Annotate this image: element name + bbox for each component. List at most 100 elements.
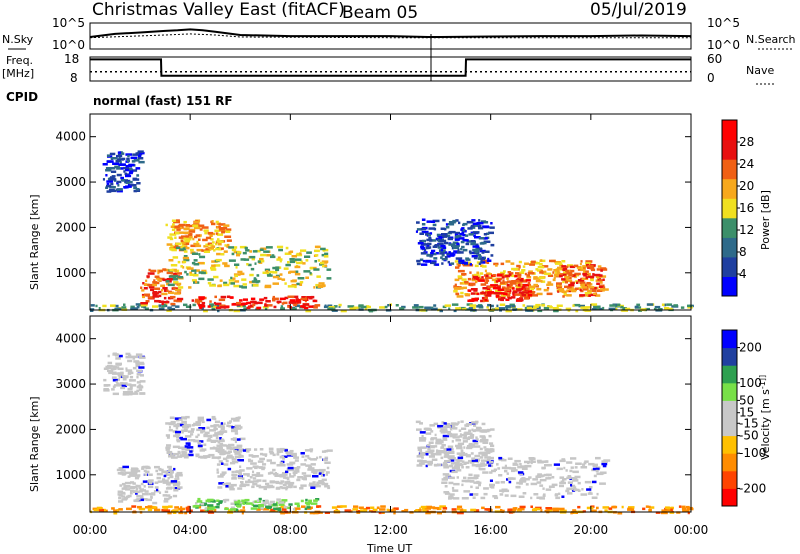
velocity-cell-0	[608, 507, 613, 510]
power-cell-5	[137, 154, 142, 158]
velocity-cell-6	[435, 438, 442, 442]
velocity-cell-3	[300, 486, 304, 490]
velocity-xtick-label: 04:00	[173, 523, 208, 537]
velocity-cell-7	[105, 365, 110, 369]
power-cell-8	[556, 271, 561, 274]
velocity-cell-5	[443, 466, 449, 469]
power-cell-6	[575, 280, 580, 283]
power-cell-3	[234, 280, 240, 283]
velocity-cell-5	[491, 469, 496, 473]
power-cell-3	[207, 278, 214, 281]
velocity-cell-5	[584, 466, 587, 469]
velocity-cell-3	[309, 482, 314, 485]
velocity-cell-0	[665, 508, 672, 512]
velocity-cell-3	[237, 455, 241, 459]
power-cell-0	[412, 306, 419, 309]
power-cell-3	[310, 266, 317, 270]
power-cell-0	[262, 306, 269, 309]
velocity-cell-3	[296, 466, 301, 469]
velocity-cell-3	[269, 480, 275, 483]
velocity-cell-3	[292, 471, 298, 474]
power-cell-7	[505, 274, 511, 278]
power-cell-9	[448, 221, 456, 224]
power-cell-8	[596, 282, 600, 285]
power-cell-5	[102, 163, 108, 166]
power-cell-6	[555, 262, 562, 265]
velocity-cell-5	[541, 466, 546, 470]
velocity-cell-3	[269, 471, 274, 475]
velocity-cell-1	[121, 495, 126, 498]
power-cell-2	[223, 224, 230, 227]
power-cell-5	[116, 180, 122, 184]
power-cell-6	[485, 272, 491, 275]
power-cell-3	[173, 278, 178, 281]
velocity-cell-3	[303, 474, 307, 478]
velocity-cell-2	[233, 419, 240, 422]
power-cell-3	[313, 286, 316, 289]
velocity-cell-1	[175, 475, 179, 478]
power-cell-0	[537, 309, 543, 313]
power-cell-7	[521, 293, 527, 297]
velocity-cell-2	[211, 456, 219, 459]
power-cell-4	[236, 301, 241, 305]
velocity-cell-1	[173, 467, 176, 471]
velocity-cell-5	[511, 469, 515, 473]
velocity-cell-2	[238, 450, 243, 453]
power-cell-6	[453, 290, 458, 293]
power-cell-4	[313, 299, 316, 302]
power-colorbar-step	[722, 198, 737, 219]
power-cell-0	[290, 307, 297, 310]
velocity-cell-0	[577, 505, 581, 509]
power-colorbar-tick-label: 20	[739, 179, 754, 193]
power-cell-2	[205, 236, 212, 240]
power-cell-3	[189, 273, 196, 276]
power-cell-9	[473, 234, 476, 237]
power-cell-0	[424, 306, 432, 309]
power-cell-6	[503, 281, 509, 284]
velocity-cell-0	[425, 505, 432, 509]
velocity-cell-2	[181, 431, 184, 434]
power-cell-9	[442, 218, 446, 222]
power-cell-0	[280, 305, 284, 308]
power-cell-6	[503, 270, 506, 273]
power-cell-3	[290, 279, 296, 283]
power-cell-2	[172, 223, 175, 226]
power-cell-4	[301, 296, 307, 299]
velocity-cell-0	[147, 505, 153, 508]
power-cell-7	[486, 287, 491, 291]
velocity-cell-5	[504, 469, 508, 473]
velocity-cell-3	[309, 457, 312, 460]
power-cell-6	[490, 285, 495, 288]
velocity-cell-6	[455, 444, 461, 448]
power-cell-8	[558, 289, 565, 293]
velocity-cell-2	[203, 455, 209, 458]
velocity-cell-1	[133, 474, 141, 477]
power-cell-9	[425, 259, 432, 263]
power-cell-7	[520, 280, 528, 283]
power-cell-1	[152, 281, 158, 284]
power-cell-3	[228, 279, 235, 282]
power-cell-3	[300, 249, 307, 252]
velocity-cell-2	[183, 417, 187, 420]
power-cell-0	[573, 303, 581, 307]
power-cell-7	[470, 292, 476, 295]
velocity-cell-6	[470, 452, 474, 455]
velocity-cell-5	[465, 479, 471, 483]
velocity-cell-6	[464, 461, 470, 465]
velocity-cell-3	[321, 478, 327, 482]
power-cell-6	[561, 260, 566, 263]
power-cell-1	[157, 271, 160, 275]
power-cell-5	[125, 185, 132, 188]
power-cell-9	[485, 237, 488, 240]
velocity-cell-0	[116, 509, 120, 512]
power-ytick-label: 2000	[55, 220, 86, 234]
power-cell-6	[563, 271, 569, 274]
power-cell-6	[484, 281, 489, 284]
count-top-tick-right: 10^5	[707, 16, 740, 30]
power-cell-9	[461, 227, 465, 230]
velocity-cell-6	[485, 451, 491, 455]
power-cell-3	[257, 280, 261, 283]
power-cell-3	[240, 258, 246, 261]
power-cell-3	[318, 282, 325, 285]
power-cell-7	[525, 279, 531, 282]
